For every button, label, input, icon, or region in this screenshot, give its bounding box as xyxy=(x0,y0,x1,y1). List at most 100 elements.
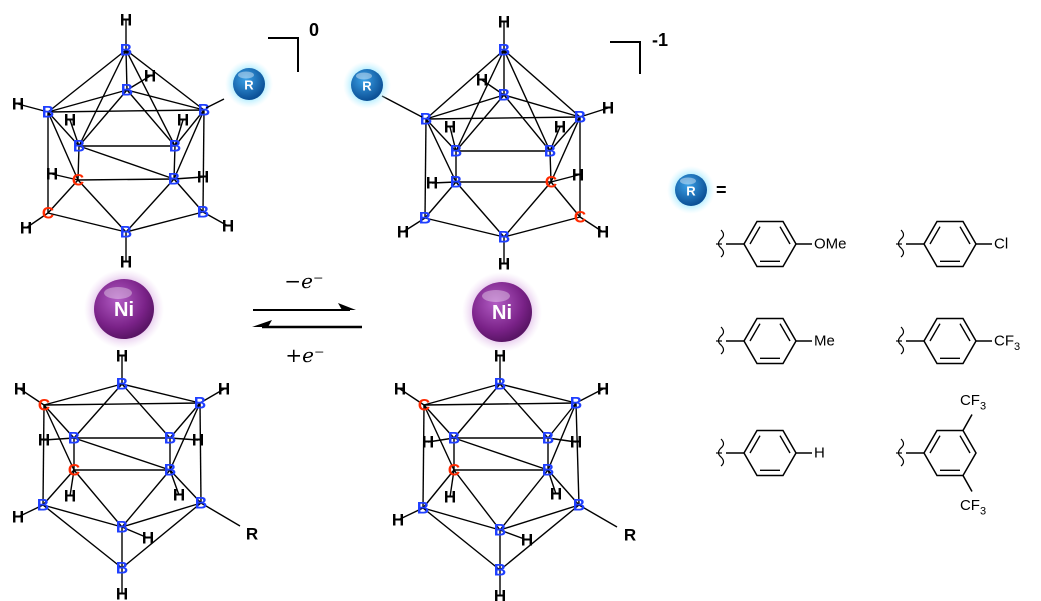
cage-br-r-label: R xyxy=(624,526,636,545)
cage-br-atom-a5: B xyxy=(573,496,585,515)
cage-br-bond-a4-bt xyxy=(422,507,501,571)
cage-tr-bond-a1-a3 xyxy=(503,94,581,118)
cage-tl-bond-m1-m3 xyxy=(78,145,175,180)
cage-bonds xyxy=(17,20,618,596)
oxidation-label: −e⁻ xyxy=(284,269,323,293)
cage-tr-bond-a2-m1 xyxy=(425,118,457,152)
cage-bl-h-c1: H xyxy=(14,380,26,399)
r-ball-left-label: R xyxy=(244,78,254,93)
cage-tr-bond-a1-a2 xyxy=(425,94,505,120)
cage-bl-bond-t-a3 xyxy=(121,383,201,404)
cage-tl-h-t: H xyxy=(120,11,132,30)
sub-cf3-phenyl-wavy xyxy=(897,326,905,355)
cage-tr-h-t: H xyxy=(498,13,510,32)
cage-tl-atom-a4: B xyxy=(197,203,209,222)
cage-br-bond-t-m1 xyxy=(453,383,501,439)
cage-tr-bh-bond-a3 xyxy=(579,107,609,118)
cage-tl-bond-a3-a4 xyxy=(202,109,205,213)
cage-br-atom-a3: B xyxy=(570,394,582,413)
sub-cf3-phenyl: CF3 xyxy=(896,333,1020,353)
cage-bl-bh-bond-c1 xyxy=(19,388,45,406)
cage-bl-bond-c1-m1 xyxy=(43,404,75,439)
sub-phenyl-wavy xyxy=(717,438,725,467)
cage-bl-atom-bt: B xyxy=(116,559,128,578)
cage-bl-r-label: R xyxy=(246,525,258,544)
cage-br-bond-t-m2 xyxy=(499,383,549,439)
cage-br-h-a4: H xyxy=(392,511,404,530)
cage-br-bond-m3-b1 xyxy=(499,469,549,531)
cage-bl-atom-t: B xyxy=(116,375,128,394)
cage-tr-bond-a1-m2 xyxy=(503,94,551,152)
cage-br-bond-a3-a5 xyxy=(575,402,580,506)
cage-bl-atom-m1: B xyxy=(68,429,80,448)
cage-tr-h-m2: H xyxy=(554,118,566,137)
sub-chlorophenyl-wavy xyxy=(897,229,905,258)
cage-tr-atom-a3: B xyxy=(574,108,586,127)
sub-methoxyphenyl-label: OMe xyxy=(814,236,847,253)
sub-chlorophenyl-ring xyxy=(923,220,977,268)
cage-tl-bh-bond-c1 xyxy=(51,173,79,181)
cage-tr-bond-m3-bt xyxy=(455,181,505,238)
cage-br-h-m1: H xyxy=(422,433,434,452)
cage-tl-bh-bond-a2 xyxy=(17,103,49,113)
cage-br-atom-a4: B xyxy=(417,499,429,518)
cage-tr-bond-m3-a4 xyxy=(424,181,457,219)
cage-tr-atom-a4: B xyxy=(419,209,431,228)
cage-tl-atom-t: B xyxy=(120,41,132,60)
cage-tl-bond-a3-m3 xyxy=(173,109,205,180)
cage-bl-bh-bond-b1 xyxy=(121,526,149,539)
cage-tl-atom-m3: B xyxy=(168,170,180,189)
cage-tr-h-c1: H xyxy=(572,166,584,185)
cage-bl-h-b1: H xyxy=(142,529,154,548)
cage-tr-atom-t: B xyxy=(498,41,510,60)
cage-tr-h-m1: H xyxy=(444,118,456,137)
cage-tr-bh-bond-c1 xyxy=(550,174,579,183)
cage-bl-r-bond xyxy=(200,502,241,527)
cage-tr-atom-a2: B xyxy=(420,110,432,129)
cage-br-bond-a5-b1 xyxy=(499,504,580,531)
cage-bl-bond-a5-b1 xyxy=(121,502,202,528)
cage-tl-bond-c1-m3 xyxy=(77,178,175,181)
sub-chlorophenyl: Cl xyxy=(896,236,1008,253)
cage-tr-h-a1: H xyxy=(476,71,488,90)
cage-bl-bond-a3-a5 xyxy=(199,402,202,504)
cage-bl-bond-m1-m3 xyxy=(73,437,171,471)
cage-bl-h-t: H xyxy=(116,347,128,366)
cage-tr-bond-t-a2 xyxy=(425,49,505,120)
cage-bl-bond-c1-c2 xyxy=(43,404,75,471)
cage-br-bond-a5-bt xyxy=(499,504,580,571)
cage-bl-bh-bond-a4 xyxy=(17,504,44,518)
cage-bl-bh-bond-m3 xyxy=(169,469,180,496)
sub-phenyl-ring xyxy=(743,429,797,477)
cage-bl-bond-t-m2 xyxy=(121,383,171,439)
cage-br-h-bt: H xyxy=(494,587,506,601)
cage-br-atom-c2: C xyxy=(448,461,460,480)
cage-tl-bond-a4-bt xyxy=(125,211,204,233)
sub-bis-cf3-phenyl-ring xyxy=(923,429,977,477)
cage-bl-bond-a3-m2 xyxy=(169,402,201,439)
cage-tl-bond-t-a2 xyxy=(47,49,127,113)
cage-br-bond-t-a3 xyxy=(499,383,577,404)
cage-br-atom-m1: B xyxy=(448,429,460,448)
forward-arrow-head xyxy=(338,303,356,310)
cage-bl-h-m1: H xyxy=(38,431,50,450)
cage-tr-atom-m2: B xyxy=(544,142,556,161)
cage-bl-atom-a5: B xyxy=(195,494,207,513)
cage-tl-bh-bond-a4 xyxy=(202,211,229,227)
cage-bl-h-c2: H xyxy=(64,487,76,506)
sub-methoxyphenyl: OMe xyxy=(716,236,847,253)
cage-br-bond-c1-m1 xyxy=(423,404,455,439)
cage-bl-bh-bond-m2 xyxy=(169,437,199,441)
cage-tr-bond-a3-m2 xyxy=(549,116,581,152)
cage-br-h-a3: H xyxy=(597,380,609,399)
cage-bl-bh-bond-m1 xyxy=(43,437,75,441)
cage-bl-atom-a3: B xyxy=(194,394,206,413)
sub-chlorophenyl-label: Cl xyxy=(994,236,1008,253)
charge-left: 0 xyxy=(309,20,319,40)
cage-br-r-bond xyxy=(578,504,618,528)
cage-tl-bond-a1-a2 xyxy=(47,89,128,113)
cage-tl-bond-m1-c1 xyxy=(77,145,80,181)
r-ball-left: R xyxy=(225,60,273,108)
